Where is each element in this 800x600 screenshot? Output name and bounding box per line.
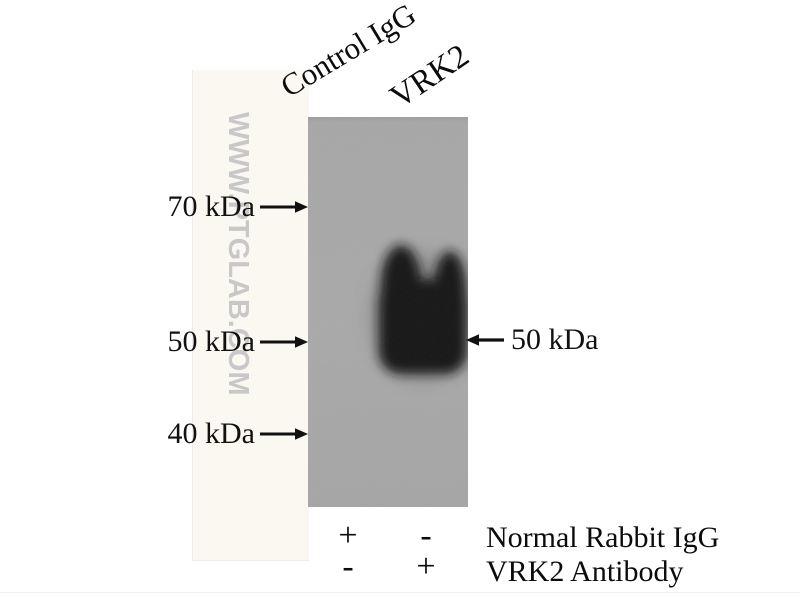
row2-label: VRK2 Antibody: [486, 555, 684, 588]
row1-lane2-sign: -: [420, 517, 432, 554]
arrow-right-icon: [260, 201, 308, 213]
arrow-left-icon: [466, 334, 504, 346]
arrow-right-icon: [260, 336, 308, 348]
mw-marker-label: 40 kDa: [167, 417, 255, 450]
lane-label-vrk2: VRK2: [383, 37, 476, 116]
mw-marker-50kda: 50 kDa: [150, 324, 308, 360]
mw-marker-40kda: 40 kDa: [150, 416, 308, 452]
band-callout-label: 50 kDa: [511, 323, 599, 356]
row1-label: Normal Rabbit IgG: [486, 521, 720, 554]
photo-background-strip: [192, 70, 309, 561]
row2-lane2-sign: +: [416, 548, 436, 585]
row2-lane1-sign: -: [342, 548, 354, 585]
mw-marker-label: 70 kDa: [167, 190, 255, 223]
mw-marker-70kda: 70 kDa: [150, 189, 308, 225]
figure-bottom-edge: [0, 592, 800, 593]
blot-membrane: [308, 117, 468, 507]
membrane-grain-texture: [308, 117, 468, 507]
band-callout: 50 kDa: [466, 322, 598, 358]
row1-lane1-sign: +: [338, 517, 358, 554]
arrow-right-icon: [260, 428, 308, 440]
mw-marker-label: 50 kDa: [167, 325, 255, 358]
watermark-text: WWW.PTGLAB.COM: [222, 112, 254, 396]
